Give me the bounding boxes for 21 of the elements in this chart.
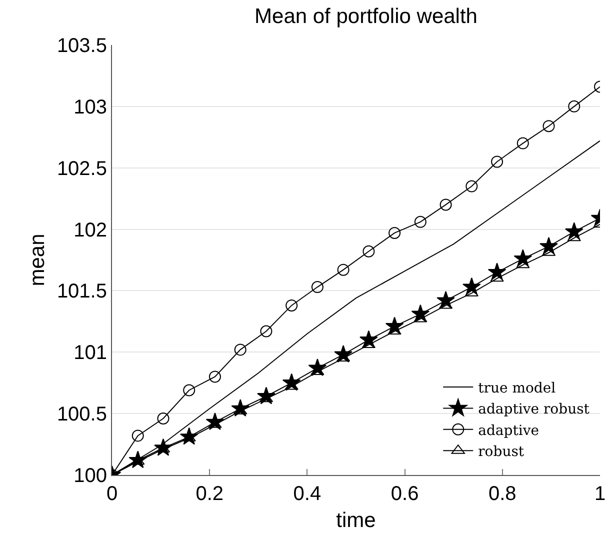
legend-label: adaptive <box>478 422 540 439</box>
x-tick-label: 0.8 <box>488 483 516 505</box>
y-tick-label: 100 <box>74 465 107 487</box>
legend-label: adaptive robust <box>478 402 590 418</box>
y-tick-label: 101.5 <box>56 280 107 303</box>
legend-label: robust <box>478 444 524 460</box>
legend-label: true model <box>478 380 556 396</box>
x-tick-label: 1 <box>594 483 606 505</box>
y-tick-label: 102.5 <box>56 158 107 180</box>
x-tick-label: 0 <box>106 483 118 505</box>
x-axis-title: time <box>336 509 376 532</box>
y-tick-label: 103 <box>74 96 107 118</box>
y-tick-label: 102 <box>74 219 107 242</box>
y-tick-label: 103.5 <box>56 35 107 57</box>
chart-title: Mean of portfolio wealth <box>254 4 478 28</box>
x-tick-label: 0.4 <box>293 483 322 505</box>
x-tick-label: 0.2 <box>196 483 224 505</box>
x-tick-label: 0.6 <box>390 483 419 505</box>
y-tick-label: 101 <box>74 342 107 364</box>
y-axis-title: mean <box>26 234 50 286</box>
y-tick-label: 100.5 <box>56 404 107 426</box>
